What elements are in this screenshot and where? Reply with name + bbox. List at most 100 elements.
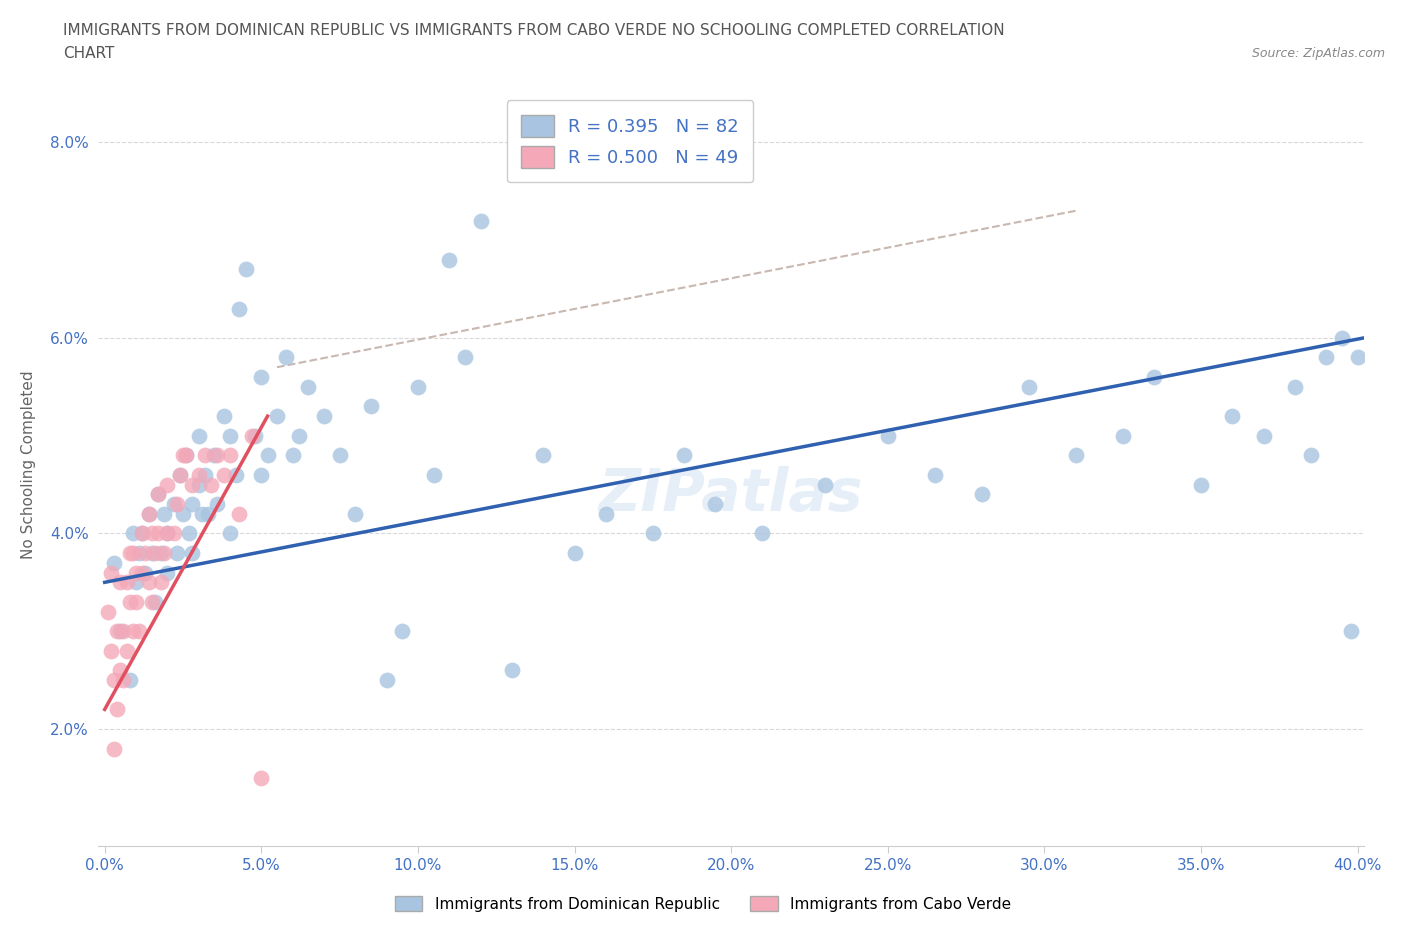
Point bbox=[181, 497, 204, 512]
Point bbox=[128, 546, 150, 561]
Point bbox=[141, 526, 163, 541]
Point bbox=[344, 507, 367, 522]
Point bbox=[138, 507, 160, 522]
Point bbox=[166, 546, 188, 561]
Point bbox=[131, 565, 153, 580]
Point bbox=[169, 468, 191, 483]
Point bbox=[115, 644, 138, 658]
Point bbox=[288, 428, 311, 443]
Point bbox=[329, 447, 352, 462]
Point bbox=[172, 447, 194, 462]
Point bbox=[172, 507, 194, 522]
Point bbox=[212, 408, 235, 423]
Point bbox=[134, 565, 156, 580]
Point bbox=[110, 575, 132, 590]
Point bbox=[1220, 408, 1243, 423]
Point bbox=[225, 468, 247, 483]
Point bbox=[422, 468, 444, 483]
Point bbox=[191, 507, 214, 522]
Point bbox=[105, 624, 128, 639]
Point bbox=[297, 379, 319, 394]
Point bbox=[1111, 428, 1133, 443]
Point bbox=[118, 546, 141, 561]
Point bbox=[197, 507, 219, 522]
Point bbox=[181, 546, 204, 561]
Point bbox=[110, 624, 132, 639]
Point bbox=[103, 555, 125, 570]
Point bbox=[141, 594, 163, 609]
Point bbox=[673, 447, 696, 462]
Point bbox=[138, 575, 160, 590]
Point bbox=[131, 526, 153, 541]
Point bbox=[153, 546, 176, 561]
Point bbox=[207, 447, 229, 462]
Point bbox=[1315, 350, 1337, 365]
Point bbox=[105, 702, 128, 717]
Point bbox=[470, 213, 492, 228]
Point bbox=[814, 477, 837, 492]
Point bbox=[243, 428, 266, 443]
Point bbox=[166, 497, 188, 512]
Point bbox=[122, 546, 145, 561]
Point bbox=[179, 526, 201, 541]
Point bbox=[439, 252, 461, 267]
Point bbox=[256, 447, 278, 462]
Point bbox=[240, 428, 263, 443]
Point bbox=[141, 546, 163, 561]
Point bbox=[146, 487, 169, 502]
Point bbox=[134, 546, 156, 561]
Point bbox=[924, 468, 946, 483]
Point bbox=[276, 350, 298, 365]
Point bbox=[250, 770, 273, 785]
Point bbox=[131, 526, 153, 541]
Point bbox=[125, 594, 148, 609]
Point bbox=[100, 644, 122, 658]
Point bbox=[876, 428, 898, 443]
Point bbox=[174, 447, 197, 462]
Point bbox=[207, 497, 229, 512]
Point bbox=[153, 507, 176, 522]
Point bbox=[1253, 428, 1275, 443]
Point bbox=[531, 447, 554, 462]
Point bbox=[122, 526, 145, 541]
Point bbox=[1330, 330, 1353, 345]
Point bbox=[187, 477, 209, 492]
Point bbox=[110, 663, 132, 678]
Point bbox=[1340, 624, 1362, 639]
Point bbox=[194, 447, 217, 462]
Point bbox=[219, 447, 242, 462]
Point bbox=[266, 408, 288, 423]
Point bbox=[138, 507, 160, 522]
Point bbox=[122, 624, 145, 639]
Text: ZIPatlas: ZIPatlas bbox=[599, 466, 863, 523]
Point bbox=[115, 575, 138, 590]
Text: Source: ZipAtlas.com: Source: ZipAtlas.com bbox=[1251, 46, 1385, 60]
Point bbox=[143, 594, 166, 609]
Point bbox=[406, 379, 429, 394]
Text: CHART: CHART bbox=[63, 46, 115, 61]
Point bbox=[312, 408, 335, 423]
Point bbox=[112, 672, 135, 687]
Point bbox=[250, 369, 273, 384]
Point bbox=[103, 741, 125, 756]
Point bbox=[125, 565, 148, 580]
Point bbox=[202, 447, 225, 462]
Point bbox=[1299, 447, 1322, 462]
Point bbox=[169, 468, 191, 483]
Point bbox=[219, 428, 242, 443]
Point bbox=[118, 594, 141, 609]
Point bbox=[391, 624, 413, 639]
Point bbox=[146, 526, 169, 541]
Point bbox=[128, 624, 150, 639]
Point bbox=[156, 477, 179, 492]
Point bbox=[228, 507, 250, 522]
Point bbox=[200, 477, 222, 492]
Point bbox=[156, 526, 179, 541]
Point bbox=[162, 526, 184, 541]
Y-axis label: No Schooling Completed: No Schooling Completed bbox=[21, 371, 37, 559]
Point bbox=[181, 477, 204, 492]
Point bbox=[641, 526, 664, 541]
Point bbox=[219, 526, 242, 541]
Point bbox=[143, 546, 166, 561]
Legend: Immigrants from Dominican Republic, Immigrants from Cabo Verde: Immigrants from Dominican Republic, Immi… bbox=[389, 889, 1017, 918]
